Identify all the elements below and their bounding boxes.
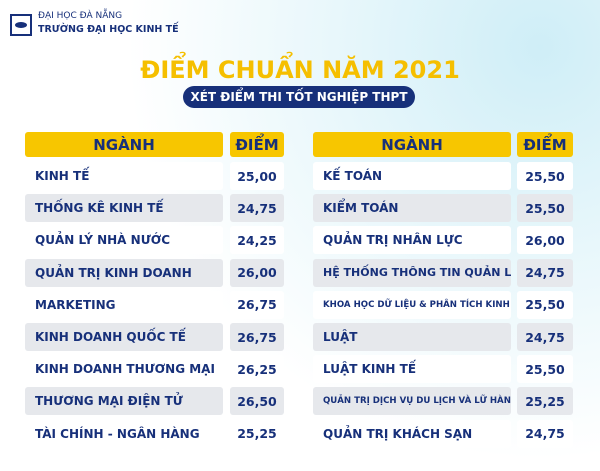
column-header: NGÀNH [25,132,223,157]
row-score: 26,75 [230,290,284,319]
title: ĐIỂM CHUẨN NĂM 2021 [140,56,460,84]
row-name: QUẢN TRỊ KINH DOANH [25,258,223,287]
row-score: 26,50 [230,387,284,416]
logo [10,14,32,36]
row-score: 24,25 [230,226,284,255]
row-name: QUẢN TRỊ NHÂN LỰC [313,226,511,255]
row-name: KIỂM TOÁN [313,194,511,223]
row-name: KẾ TOÁN [313,162,511,190]
row-name: QUẢN TRỊ KHÁCH SẠN [313,419,511,448]
row-name: THƯƠNG MẠI ĐIỆN TỬ [25,387,223,416]
org: ĐẠI HỌC ĐÀ NẴNG [38,11,123,21]
row-name: QUẢN LÝ NHÀ NƯỚC [25,226,223,255]
subtitle: XÉT ĐIỂM THI TỐT NGHIỆP THPT [183,86,415,108]
row-name: THỐNG KÊ KINH TẾ [25,194,223,223]
row-score: 25,50 [517,162,573,190]
row-name: LUẬT KINH TẾ [313,355,511,384]
row-name: KHOA HỌC DỮ LIỆU & PHÂN TÍCH KINH DOANH [313,290,511,319]
row-score: 25,50 [517,194,573,223]
column-header: ĐIỂM [230,132,284,157]
row-score: 24,75 [230,194,284,223]
row-name: KINH TẾ [25,162,223,190]
row-score: 25,00 [230,162,284,190]
row-score: 25,25 [230,419,284,448]
row-score: 24,75 [517,323,573,351]
row-name: KINH DOANH QUỐC TẾ [25,323,223,351]
row-score: 26,25 [230,355,284,384]
row-score: 24,75 [517,419,573,448]
row-name: LUẬT [313,323,511,351]
row-score: 26,00 [517,226,573,255]
row-name: MARKETING [25,290,223,319]
row-name: QUẢN TRỊ DỊCH VỤ DU LỊCH VÀ LỮ HÀNH [313,387,511,416]
column-header: NGÀNH [313,132,511,157]
row-score: 24,75 [517,258,573,287]
row-name: HỆ THỐNG THÔNG TIN QUẢN LÍ [313,258,511,287]
row-score: 25,50 [517,355,573,384]
school: TRƯỜNG ĐẠI HỌC KINH TẾ [38,24,179,35]
row-name: TÀI CHÍNH - NGÂN HÀNG [25,419,223,448]
row-score: 26,00 [230,258,284,287]
row-score: 25,25 [517,387,573,416]
row-name: KINH DOANH THƯƠNG MẠI [25,355,223,384]
row-score: 26,75 [230,323,284,351]
row-score: 25,50 [517,290,573,319]
column-header: ĐIỂM [517,132,573,157]
